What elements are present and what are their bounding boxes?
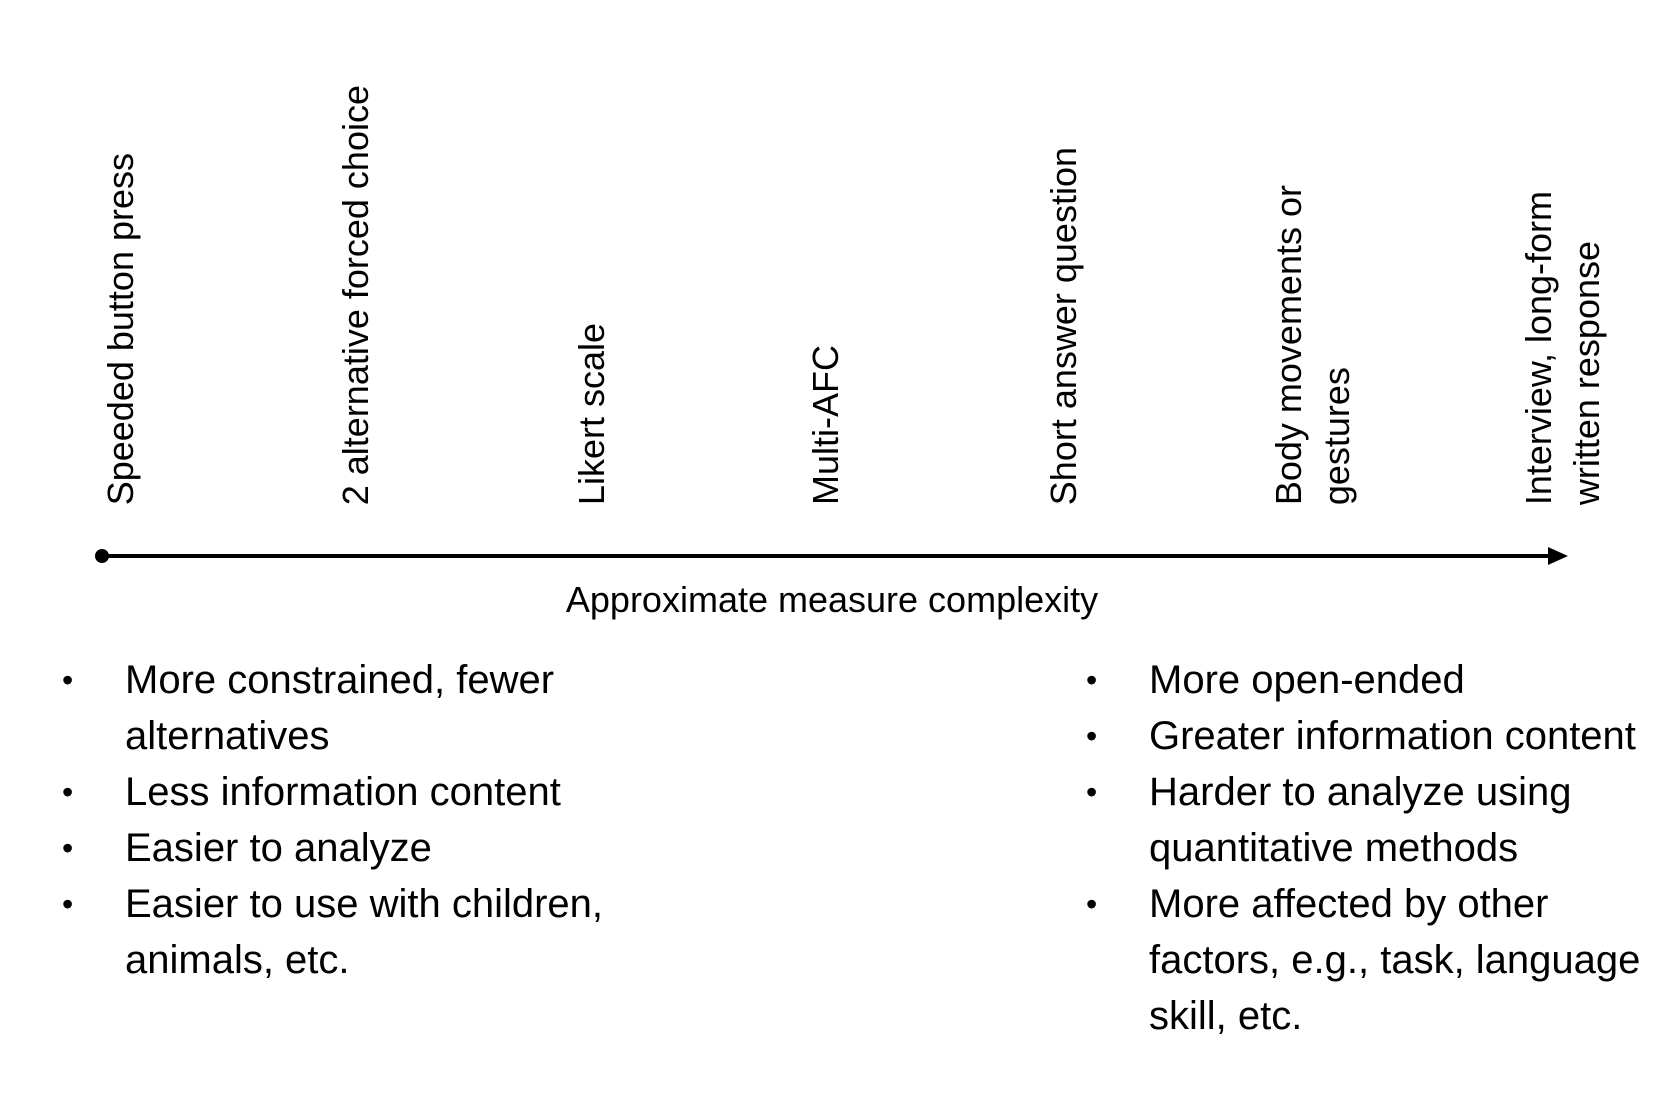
list-item-text: More affected by other factors, e.g., ta… xyxy=(1149,882,1641,1038)
list-item-text: Easier to analyze xyxy=(125,826,432,870)
right-bullet-list: • More open-ended • Greater information co… xyxy=(1086,652,1646,1044)
left-bullet-list: • More constrained, fewer alternatives • L… xyxy=(62,652,662,988)
bullet-icon: • xyxy=(62,886,74,922)
list-item: • Easier to use with children, animals, e… xyxy=(62,876,662,988)
list-item: • Easier to analyze xyxy=(62,820,662,876)
axis-title: Approximate measure complexity xyxy=(565,579,1099,620)
list-item: • More constrained, fewer alternatives xyxy=(62,652,662,764)
list-item: • Greater information content xyxy=(1086,708,1646,764)
list-item-text: Harder to analyze using quantitative met… xyxy=(1149,770,1572,870)
list-item-text: Greater information content xyxy=(1149,714,1636,758)
bullet-icon: • xyxy=(62,774,74,810)
list-item-text: More open-ended xyxy=(1149,658,1465,702)
list-item-text: Less information content xyxy=(125,770,561,814)
bullet-icon: • xyxy=(1086,718,1098,754)
list-item-text: More constrained, fewer alternatives xyxy=(125,658,555,758)
bullet-icon: • xyxy=(1086,774,1098,810)
list-item: • Less information content xyxy=(62,764,662,820)
bullet-icon: • xyxy=(62,662,74,698)
bullet-icon: • xyxy=(1086,886,1098,922)
list-item: • More open-ended xyxy=(1086,652,1646,708)
list-item: • More affected by other factors, e.g., t… xyxy=(1086,876,1646,1044)
list-item-text: Easier to use with children, animals, et… xyxy=(125,882,604,982)
axis-arrowhead xyxy=(1548,547,1568,565)
list-item: • Harder to analyze using quantitative me… xyxy=(1086,764,1646,876)
bullet-icon: • xyxy=(1086,662,1098,698)
bullet-icon: • xyxy=(62,830,74,866)
